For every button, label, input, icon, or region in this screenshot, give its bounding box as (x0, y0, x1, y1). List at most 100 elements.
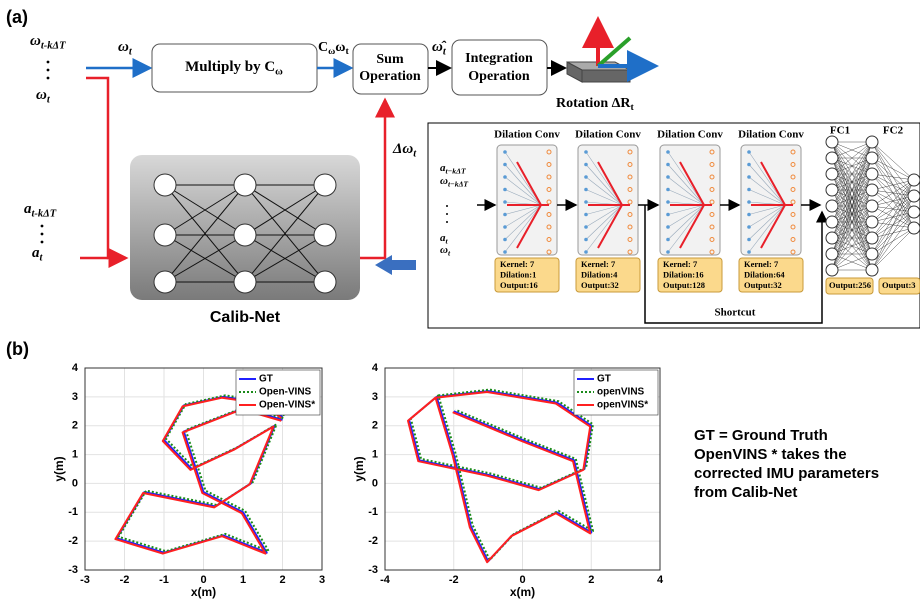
text-part: ω (328, 46, 335, 57)
conv-node (503, 238, 507, 242)
conv-node (584, 213, 588, 217)
arrow-label: Δωt (392, 141, 417, 159)
x-tick-label: -3 (80, 574, 90, 586)
dot (41, 233, 44, 236)
conv-node (503, 188, 507, 192)
arrow-label: ωt (118, 39, 133, 57)
x-tick-label: 2 (279, 574, 285, 586)
panel-label: (b) (6, 339, 29, 359)
fc-node (908, 206, 920, 218)
net-node (154, 174, 176, 196)
note-line: from Calib-Net (694, 484, 797, 501)
conv-node (584, 188, 588, 192)
param-text: Output:256 (829, 280, 871, 290)
net-node (314, 224, 336, 246)
param-text: Dilation:64 (744, 269, 785, 279)
param-text: Kernel: 7 (500, 259, 535, 269)
x-tick-label: 4 (657, 574, 664, 586)
figure: (a)ωt-kΔTωtωtMultiply by CωCωωtSumOperat… (0, 0, 920, 599)
fc-title: FC1 (830, 125, 850, 137)
y-tick-label: 3 (72, 391, 78, 403)
text-part: ω (440, 175, 448, 187)
text-part: t (129, 47, 133, 58)
box-label: Integration (465, 51, 533, 66)
conv-node (747, 213, 751, 217)
param-text: Dilation:4 (581, 269, 618, 279)
conv-title: Dilation Conv (494, 129, 560, 141)
param-text: Output:16 (500, 280, 538, 290)
fc-node (866, 200, 878, 212)
conv-node (747, 150, 751, 154)
conv-node (503, 213, 507, 217)
legend-label: Open-VINS* (259, 400, 315, 411)
y-tick-label: 2 (72, 420, 78, 432)
text-part: t (443, 47, 447, 58)
net-label: Calib-Net (210, 309, 281, 326)
fc-node (826, 264, 838, 276)
x-tick-label: 3 (319, 574, 325, 586)
conv-node (503, 163, 507, 167)
fc-node (826, 136, 838, 148)
y-tick-label: 1 (72, 448, 78, 460)
conv-node (503, 250, 507, 254)
y-tick-label: 4 (72, 362, 79, 374)
fc-node (866, 152, 878, 164)
y-tick-label: -1 (68, 506, 78, 518)
text-part: t (47, 95, 51, 106)
text-part: Δω (392, 141, 413, 157)
text-part: ω (36, 87, 47, 103)
dot (47, 69, 50, 72)
conv-node (584, 150, 588, 154)
conv-title: Dilation Conv (738, 129, 804, 141)
fc-node (826, 184, 838, 196)
input-label: ωt (36, 87, 51, 105)
text-part: t−kΔT (446, 166, 466, 175)
text-part: t (346, 46, 350, 57)
panel-label: (a) (6, 7, 28, 27)
legend-label: openVINS (597, 387, 645, 398)
fc-node (826, 216, 838, 228)
arrow (86, 78, 126, 258)
box-label: Multiply by Cω (185, 59, 283, 77)
param-text: Kernel: 7 (581, 259, 616, 269)
conv-node (747, 225, 751, 229)
fc-node (826, 168, 838, 180)
conv-node (584, 225, 588, 229)
input-label: ωt-kΔT (30, 33, 66, 51)
dot (41, 241, 44, 244)
conv-node (584, 238, 588, 242)
y-tick-label: 0 (72, 477, 78, 489)
conv-node (503, 200, 507, 204)
text-part: Multiply by C (185, 59, 275, 75)
net-node (154, 224, 176, 246)
text-part: t (413, 149, 417, 160)
text-part: ω (335, 40, 345, 55)
fc-node (866, 216, 878, 228)
text-part: C (318, 40, 328, 55)
fc-node (826, 152, 838, 164)
rotation-label: Rotation ΔRt (556, 96, 635, 113)
fc-node (826, 200, 838, 212)
arrow (360, 100, 385, 258)
legend-label: Open-VINS (259, 387, 312, 398)
conv-node (666, 175, 670, 179)
conv-node (666, 150, 670, 154)
conv-node (503, 175, 507, 179)
net-node (234, 224, 256, 246)
text-part: t−kΔT (448, 179, 468, 188)
note-line: corrected IMU parameters (694, 465, 879, 482)
y-tick-label: 1 (372, 448, 378, 460)
legend-label: GT (597, 374, 611, 385)
conv-node (503, 225, 507, 229)
param-text: Output:3 (882, 280, 916, 290)
fc-node (866, 264, 878, 276)
param-text: Kernel: 7 (663, 259, 698, 269)
note-line: GT = Ground Truth (694, 427, 828, 444)
y-tick-label: 4 (372, 362, 379, 374)
x-tick-label: -4 (380, 574, 391, 586)
conv-node (666, 238, 670, 242)
legend-label: openVINS* (597, 400, 648, 411)
fc-node (908, 174, 920, 186)
dot (446, 221, 448, 223)
conv-node (584, 200, 588, 204)
